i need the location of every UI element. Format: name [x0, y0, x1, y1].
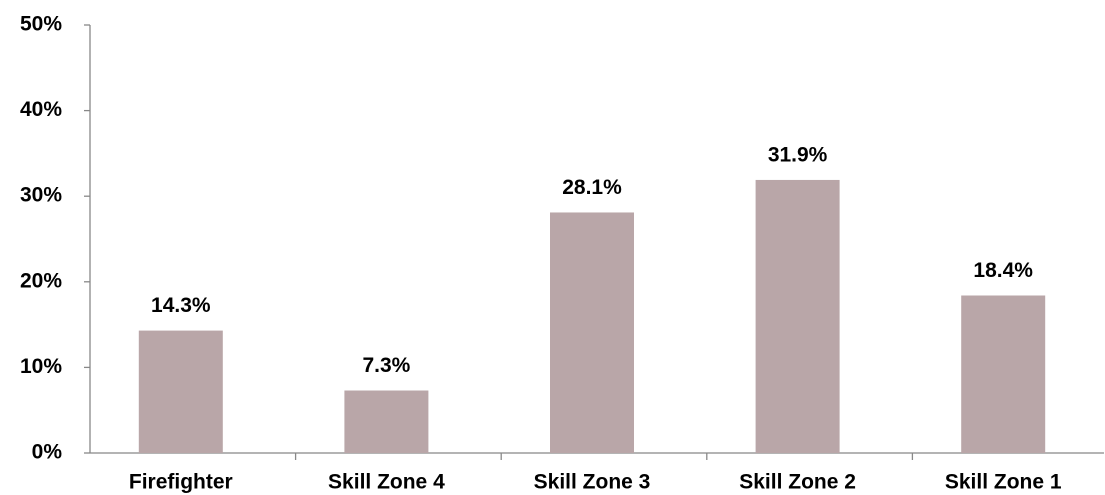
x-tick-label: Skill Zone 2	[739, 471, 856, 494]
x-tick-label: Skill Zone 1	[945, 471, 1062, 494]
value-label: 14.3%	[151, 294, 211, 317]
value-label: 31.9%	[768, 143, 828, 166]
y-tick-label: 0%	[32, 441, 63, 464]
value-label: 28.1%	[562, 176, 622, 199]
x-tick-label: Skill Zone 3	[534, 471, 651, 494]
y-tick-label: 20%	[20, 269, 62, 292]
x-tick-label: Firefighter	[129, 471, 233, 494]
value-label: 18.4%	[973, 259, 1033, 282]
x-tick-label: Skill Zone 4	[328, 471, 445, 494]
y-tick-label: 40%	[20, 98, 62, 121]
bar	[344, 390, 429, 453]
y-tick-label: 50%	[20, 13, 62, 36]
value-label: 7.3%	[362, 354, 410, 377]
bar	[755, 179, 840, 453]
bar	[961, 295, 1046, 453]
bar	[550, 212, 634, 453]
y-tick-label: 30%	[20, 184, 62, 207]
y-tick-label: 10%	[20, 355, 62, 378]
bar	[138, 330, 223, 453]
